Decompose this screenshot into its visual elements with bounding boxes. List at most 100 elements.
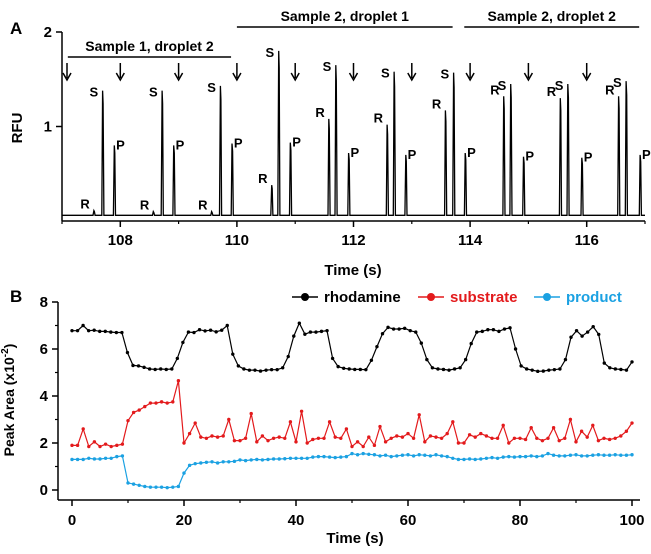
data-point-substrate	[255, 440, 259, 444]
data-point-product	[182, 471, 186, 475]
data-point-rhodamine	[103, 329, 107, 334]
data-point-rhodamine	[175, 356, 180, 361]
legend-label-substrate: substrate	[450, 289, 518, 306]
data-point-substrate	[344, 427, 349, 431]
data-point-product	[596, 453, 601, 457]
panel-a-arrow-head	[290, 72, 300, 82]
data-point-rhodamine	[414, 330, 418, 334]
data-point-substrate	[389, 436, 393, 440]
panel-a-peak-label: S	[149, 85, 158, 100]
data-point-rhodamine	[602, 361, 606, 365]
data-point-substrate	[70, 443, 74, 448]
data-point-rhodamine	[486, 328, 490, 332]
panel-b-y-tick-label: 4	[40, 388, 49, 405]
data-point-rhodamine	[153, 367, 157, 372]
data-point-substrate	[591, 423, 595, 428]
data-point-substrate	[249, 411, 253, 416]
data-point-product	[473, 457, 477, 462]
panel-a-peak-label: S	[555, 78, 564, 93]
data-point-rhodamine	[430, 366, 435, 370]
data-point-product	[512, 455, 517, 459]
data-point-product	[277, 457, 281, 461]
data-point-rhodamine	[569, 335, 573, 339]
data-point-rhodamine	[425, 357, 429, 362]
data-point-substrate	[439, 436, 444, 440]
data-point-product	[137, 483, 141, 487]
data-point-substrate	[283, 436, 287, 440]
data-point-rhodamine	[558, 367, 562, 371]
data-point-product	[591, 453, 595, 457]
data-point-product	[423, 453, 427, 457]
data-point-rhodamine	[502, 327, 507, 331]
data-point-substrate	[574, 440, 578, 444]
panel-b-letter: B	[10, 287, 22, 306]
data-point-substrate	[221, 434, 225, 438]
data-point-rhodamine	[436, 367, 440, 371]
data-point-product	[103, 456, 108, 460]
panel-a-y-tick-label: 2	[44, 24, 52, 41]
panel-a-peak-label: P	[351, 145, 360, 160]
panel-a-peak-label: P	[525, 149, 534, 164]
panel-a-x-axis-label: Time (s)	[324, 262, 381, 279]
panel-a-arrow-head	[523, 72, 534, 82]
data-point-rhodamine	[242, 367, 246, 371]
data-point-rhodamine	[547, 368, 551, 372]
data-point-substrate	[411, 436, 416, 440]
data-point-product	[199, 461, 203, 465]
data-point-substrate	[462, 441, 466, 445]
panel-a-peak-label: S	[381, 66, 390, 81]
data-point-product	[523, 454, 528, 459]
data-point-substrate	[232, 438, 237, 443]
data-point-rhodamine	[364, 367, 368, 372]
data-point-substrate	[535, 436, 539, 440]
panel-a-brackets: Sample 1, droplet 2 Sample 2, droplet 1 Sa…	[67, 8, 640, 58]
data-point-product	[529, 454, 533, 458]
data-point-substrate	[305, 441, 309, 445]
data-point-rhodamine	[86, 328, 91, 333]
data-point-rhodamine	[142, 365, 146, 370]
data-point-substrate	[227, 417, 231, 422]
data-point-product	[176, 484, 181, 489]
data-point-rhodamine	[253, 368, 257, 372]
legend-marker-substrate	[427, 293, 435, 301]
data-point-substrate	[518, 436, 522, 440]
data-point-rhodamine	[330, 356, 335, 361]
data-point-rhodamine	[92, 328, 96, 332]
panel-a-x-tick-label: 112	[341, 232, 365, 249]
panel-a-peak-label: P	[408, 147, 417, 162]
data-point-rhodamine	[114, 330, 119, 335]
panel-a-peak-label: S	[89, 85, 98, 100]
data-point-product	[283, 457, 287, 461]
data-point-rhodamine	[214, 330, 218, 334]
data-point-rhodamine	[98, 329, 102, 334]
panel-a-peak-label: S	[266, 45, 275, 60]
data-point-product	[395, 454, 399, 458]
data-point-rhodamine	[541, 369, 545, 373]
data-point-rhodamine	[280, 366, 285, 370]
data-point-substrate	[210, 434, 214, 438]
panel-a-bracket-label: Sample 2, droplet 2	[488, 8, 617, 24]
data-point-rhodamine	[325, 328, 329, 333]
data-point-product	[372, 453, 377, 457]
panel-a-peak-label: R	[490, 82, 500, 97]
data-point-product	[148, 485, 153, 489]
panel-b-x-tick-label: 100	[619, 512, 644, 529]
data-point-substrate	[182, 441, 186, 445]
panel-b-series	[70, 321, 634, 490]
data-point-substrate	[512, 436, 517, 440]
data-point-rhodamine	[286, 354, 290, 359]
data-point-rhodamine	[264, 368, 268, 372]
data-point-rhodamine	[397, 327, 401, 331]
data-point-product	[266, 457, 270, 462]
data-point-substrate	[383, 440, 388, 444]
data-point-rhodamine	[75, 328, 80, 333]
data-point-product	[484, 456, 489, 460]
data-point-product	[602, 453, 606, 457]
data-point-product	[81, 457, 85, 462]
data-point-product	[546, 451, 550, 456]
data-point-rhodamine	[447, 368, 451, 372]
data-point-substrate	[137, 408, 141, 412]
data-point-product	[299, 456, 304, 460]
